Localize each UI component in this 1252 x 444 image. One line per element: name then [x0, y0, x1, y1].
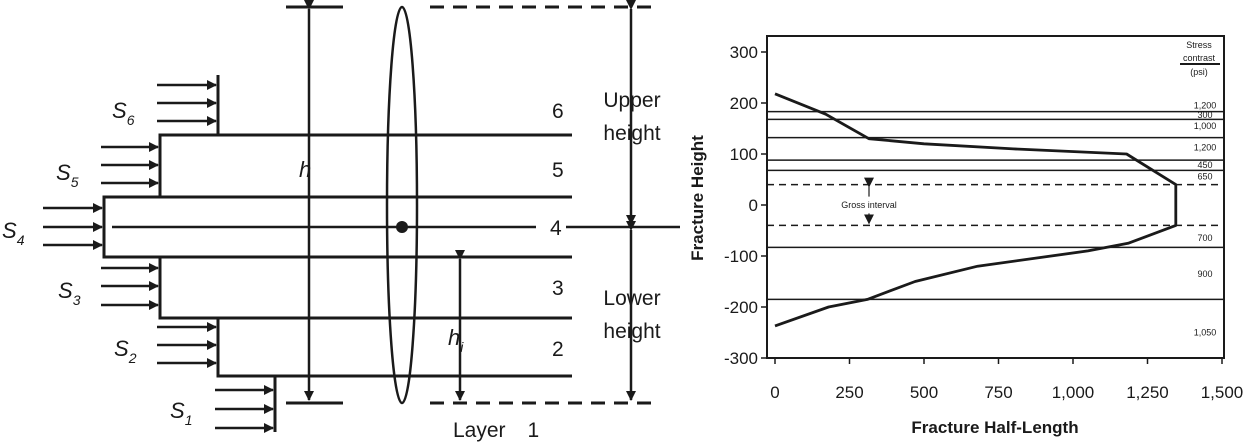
stress-contrast-label-5: 650	[1197, 171, 1212, 181]
hi-label: hi	[448, 325, 464, 355]
layer-number-6: 6	[552, 100, 564, 123]
stress-arrows-s4	[43, 203, 103, 250]
x-tick-label-4: 1,000	[1052, 383, 1095, 402]
x-tick-label-0: 0	[770, 383, 779, 402]
upper-height-label: Upper height	[603, 89, 660, 145]
perforation-point	[396, 221, 408, 233]
x-tick-label-5: 1,250	[1126, 383, 1169, 402]
y-axis-title: Fracture Height	[688, 135, 707, 261]
stress-contrast-label-3: 1,200	[1194, 142, 1217, 152]
y-tick-label-6: -300	[724, 349, 758, 368]
stress-arrows-s1	[215, 385, 274, 433]
stress-arrows-s6	[157, 80, 217, 126]
svg-text:Upper: Upper	[603, 89, 660, 112]
stress-contrast-label-6: 700	[1197, 233, 1212, 243]
fracture-layer-diagram	[43, 0, 680, 433]
stress-arrows-s3	[101, 263, 159, 310]
svg-text:height: height	[603, 320, 660, 343]
y-tick-label-4: -100	[724, 247, 758, 266]
svg-text:contrast: contrast	[1183, 53, 1216, 63]
y-tick-label-2: 100	[730, 145, 758, 164]
y-tick-label-0: 300	[730, 43, 758, 62]
svg-text:Stress: Stress	[1186, 40, 1212, 50]
stress-label-s1: S1	[170, 398, 192, 428]
stress-label-s3: S3	[58, 278, 81, 308]
y-tick-label-1: 200	[730, 94, 758, 113]
svg-text:height: height	[603, 122, 660, 145]
lower-height-label: Lower height	[603, 287, 660, 343]
layer-6-step	[102, 75, 277, 432]
x-tick-label-6: 1,500	[1201, 383, 1244, 402]
x-tick-label-3: 750	[984, 383, 1012, 402]
stress-label-s5: S5	[56, 160, 79, 190]
stress-arrows-s5	[101, 142, 159, 188]
layer-numbers: 6 5 4 3 2 Layer 1	[453, 100, 564, 442]
stress-contrast-label-4: 450	[1197, 160, 1212, 170]
layer-number-3: 3	[552, 277, 564, 300]
stress-contrast-label-2: 1,000	[1194, 121, 1217, 131]
stress-contrast-label-1: 300	[1197, 110, 1212, 120]
y-tick-label-3: 0	[749, 196, 758, 215]
stress-contrast-label-8: 1,050	[1194, 328, 1217, 338]
x-axis-title: Fracture Half-Length	[911, 418, 1078, 437]
stress-label-s2: S2	[114, 336, 137, 366]
y-tick-label-5: -200	[724, 298, 758, 317]
stress-arrows-s2	[157, 322, 217, 368]
plot-frame	[766, 35, 1225, 359]
svg-text:(psi): (psi)	[1190, 67, 1208, 77]
stress-labels: S6 S5 S4 S3 S2 S1	[2, 98, 192, 428]
fracture-height-chart: Gross interval 0 250 500 750 1,000 1,250 1,500 3…	[688, 35, 1244, 437]
fracture-ellipse	[385, 5, 419, 405]
h-label: h	[299, 157, 311, 182]
fracture-profile-line	[774, 92, 1178, 328]
layer-number-5: 5	[552, 159, 564, 182]
x-tick-label-2: 500	[910, 383, 938, 402]
stress-label-s4: S4	[2, 218, 25, 248]
stress-contrast-label-7: 900	[1197, 269, 1212, 279]
layer-number-4: 4	[550, 217, 562, 240]
stress-label-s6: S6	[112, 98, 135, 128]
stress-contrast-header: Stress contrast (psi)	[1180, 40, 1220, 77]
svg-text:Lower: Lower	[603, 287, 660, 310]
layer-1-label: Layer 1	[453, 419, 539, 442]
x-tick-label-1: 250	[835, 383, 863, 402]
stress-contrast-label-0: 1,200	[1194, 101, 1217, 111]
gross-interval-label: Gross interval	[841, 200, 897, 210]
layer-number-2: 2	[552, 338, 564, 361]
